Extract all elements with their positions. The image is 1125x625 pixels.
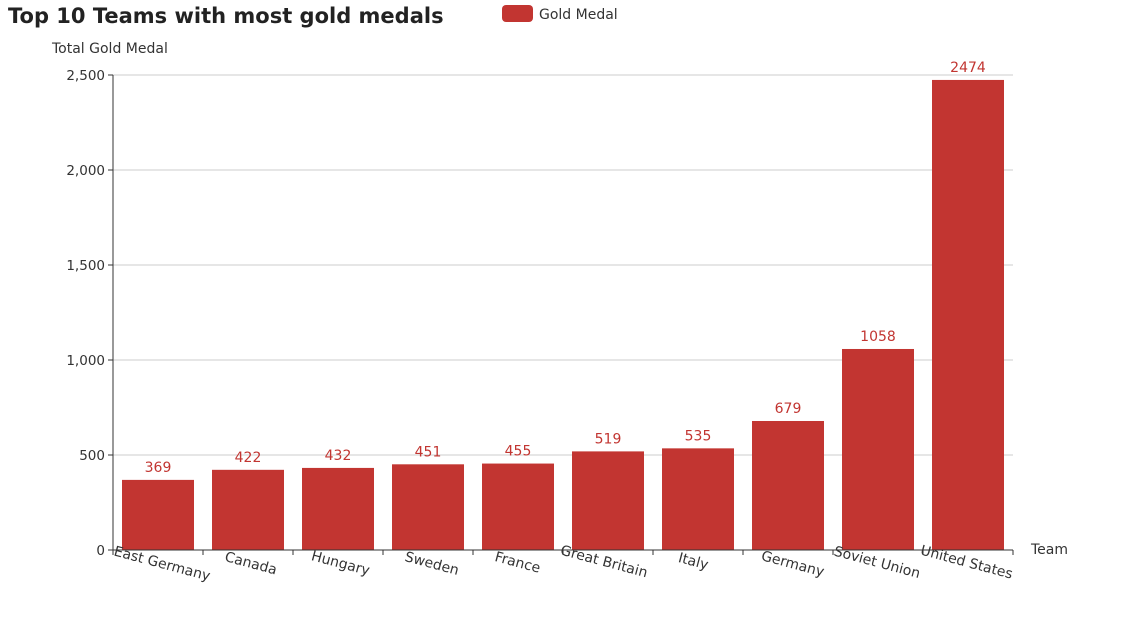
y-axis-title: Total Gold Medal [51,41,168,57]
x-tick-label: Germany [760,548,826,580]
bar-value-label: 535 [685,428,712,444]
y-tick-label: 1,500 [66,258,105,274]
x-tick-label: Sweden [403,549,461,579]
y-axis-ticks: 0 500 1,000 1,500 2,000 2,500 [66,68,113,559]
bar-value-label: 432 [325,448,352,464]
bar[interactable] [122,479,194,550]
bar[interactable] [482,463,554,550]
bar[interactable] [392,464,464,550]
bar-value-label: 1058 [860,329,896,345]
bar[interactable] [842,348,914,550]
bar[interactable] [662,448,734,550]
y-tick-label: 1,000 [66,353,105,369]
y-tick-label: 2,500 [66,68,105,84]
x-tick-label: Canada [223,549,279,578]
chart-title: Top 10 Teams with most gold medals [8,4,444,28]
bar-value-label: 451 [415,444,442,460]
x-tick-label: Hungary [310,548,372,579]
legend-swatch[interactable] [502,5,533,22]
x-axis-title: Team [1030,542,1068,558]
bar[interactable] [212,469,284,550]
bar-value-label: 679 [775,401,802,417]
bar-value-label: 455 [505,444,532,460]
y-tick-label: 500 [79,448,105,464]
legend-label[interactable]: Gold Medal [539,7,618,23]
bar-value-label: 519 [595,431,622,447]
x-tick-label: France [493,549,542,577]
bar[interactable] [932,79,1004,550]
x-tick-label: Italy [676,550,709,573]
y-tick-label: 2,000 [66,163,105,179]
bar-value-label: 2474 [950,60,986,76]
bars [122,79,1004,550]
bar[interactable] [572,451,644,550]
bar[interactable] [302,467,374,550]
legend[interactable]: Gold Medal [502,5,618,23]
bar-value-label: 422 [235,450,262,466]
bar[interactable] [752,420,824,550]
bar-value-label: 369 [145,460,172,476]
y-tick-label: 0 [96,543,105,559]
value-labels: 369 422 432 451 455 519 535 679 1058 2474 [145,60,986,476]
